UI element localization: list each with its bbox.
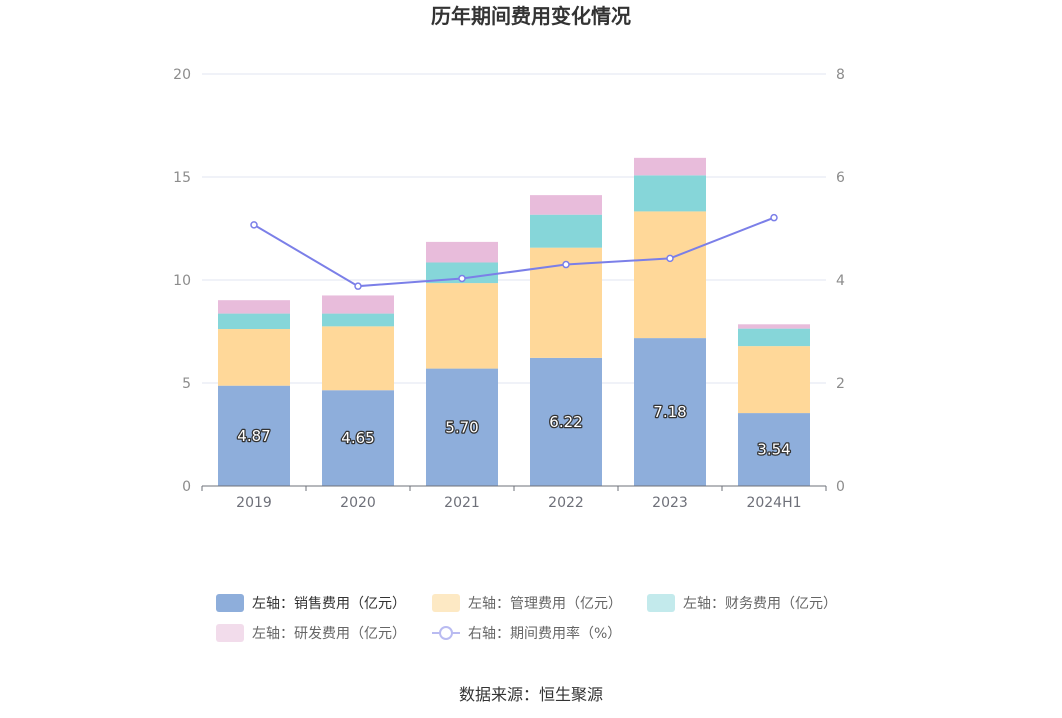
bar-segment (634, 211, 706, 339)
bar-value-label: 4.65 (341, 429, 374, 447)
x-tick-label: 2023 (652, 495, 688, 511)
rate-line (253, 216, 775, 288)
bar-segment (738, 324, 810, 329)
bar-value-label: 6.22 (549, 413, 582, 431)
bar-segment (426, 283, 498, 369)
bar-value-label: 7.18 (653, 403, 686, 421)
legend-label: 左轴：研发费用（亿元） (252, 626, 406, 642)
y-right-tick-label: 6 (836, 170, 845, 186)
legend-swatch-marker (439, 626, 453, 640)
legend-label: 左轴：管理费用（亿元） (468, 596, 622, 612)
bars (218, 157, 810, 486)
bar-segment (530, 195, 602, 215)
bar-segment (322, 326, 394, 391)
x-axis: 2019 2020 2021 2022 2023 2024H1 (201, 485, 827, 511)
y-axis-left: 0 5 10 15 20 (173, 67, 191, 495)
legend-swatch (216, 624, 244, 642)
legend-swatch (432, 594, 460, 612)
bar-segment (322, 313, 394, 327)
bar-segment (218, 313, 290, 330)
rate-point (666, 254, 674, 263)
bar-segment (738, 328, 810, 347)
rate-point (562, 260, 570, 269)
bar-segment (530, 214, 602, 248)
x-tick-label: 2022 (548, 495, 584, 511)
legend-label: 左轴：销售费用（亿元） (252, 596, 406, 612)
bar-segment (322, 295, 394, 314)
data-source: 数据来源：恒生聚源 (459, 685, 603, 704)
legend: 左轴：销售费用（亿元） 左轴：管理费用（亿元） 左轴：财务费用（亿元） 左轴：研发费用… (216, 594, 837, 642)
y-left-tick-label: 20 (173, 67, 191, 83)
bar-segment (634, 175, 706, 212)
y-right-tick-label: 8 (836, 67, 845, 83)
bar-segment (738, 346, 810, 414)
bar-segment (426, 368, 498, 486)
expense-rate-line (250, 213, 778, 290)
rate-point (250, 221, 258, 229)
y-left-tick-label: 5 (182, 376, 191, 392)
bar-segment (634, 157, 706, 176)
x-tick-label: 2024H1 (746, 495, 801, 511)
x-tick-label: 2021 (444, 495, 480, 511)
y-right-tick-label: 0 (836, 479, 845, 495)
y-right-tick-label: 2 (836, 376, 845, 392)
bar-segment (426, 262, 498, 284)
legend-label: 右轴：期间费用率（%） (468, 625, 621, 642)
bar-segment (530, 357, 602, 486)
bar-segment (322, 390, 394, 486)
y-right-tick-label: 4 (836, 273, 845, 289)
rate-point (354, 282, 362, 290)
legend-label: 左轴：财务费用（亿元） (683, 596, 837, 612)
rate-point (770, 213, 778, 222)
bar-value-label: 4.87 (237, 427, 270, 445)
bar-labels: 4.87 4.65 5.70 6.22 7.18 3.54 (236, 402, 792, 460)
bar-value-label: 3.54 (757, 441, 790, 459)
legend-swatch (647, 594, 675, 612)
y-left-tick-label: 15 (173, 170, 191, 186)
grid-lines (202, 73, 826, 384)
legend-swatch (216, 594, 244, 612)
bar-segment (426, 241, 498, 263)
y-left-tick-label: 0 (182, 479, 191, 495)
bar-segment (634, 338, 706, 486)
bar-segment (218, 385, 290, 486)
x-tick-label: 2020 (340, 495, 376, 511)
x-tick-label: 2019 (236, 495, 272, 511)
bar-segment (218, 329, 290, 386)
bar-segment (218, 300, 290, 314)
y-left-tick-label: 10 (173, 273, 191, 289)
bar-value-label: 5.70 (445, 418, 478, 436)
bar-segment (738, 413, 810, 486)
y-axis-right: 0 2 4 6 8 (836, 67, 845, 495)
rate-point (458, 274, 466, 283)
chart-title: 历年期间费用变化情况 (431, 4, 631, 28)
